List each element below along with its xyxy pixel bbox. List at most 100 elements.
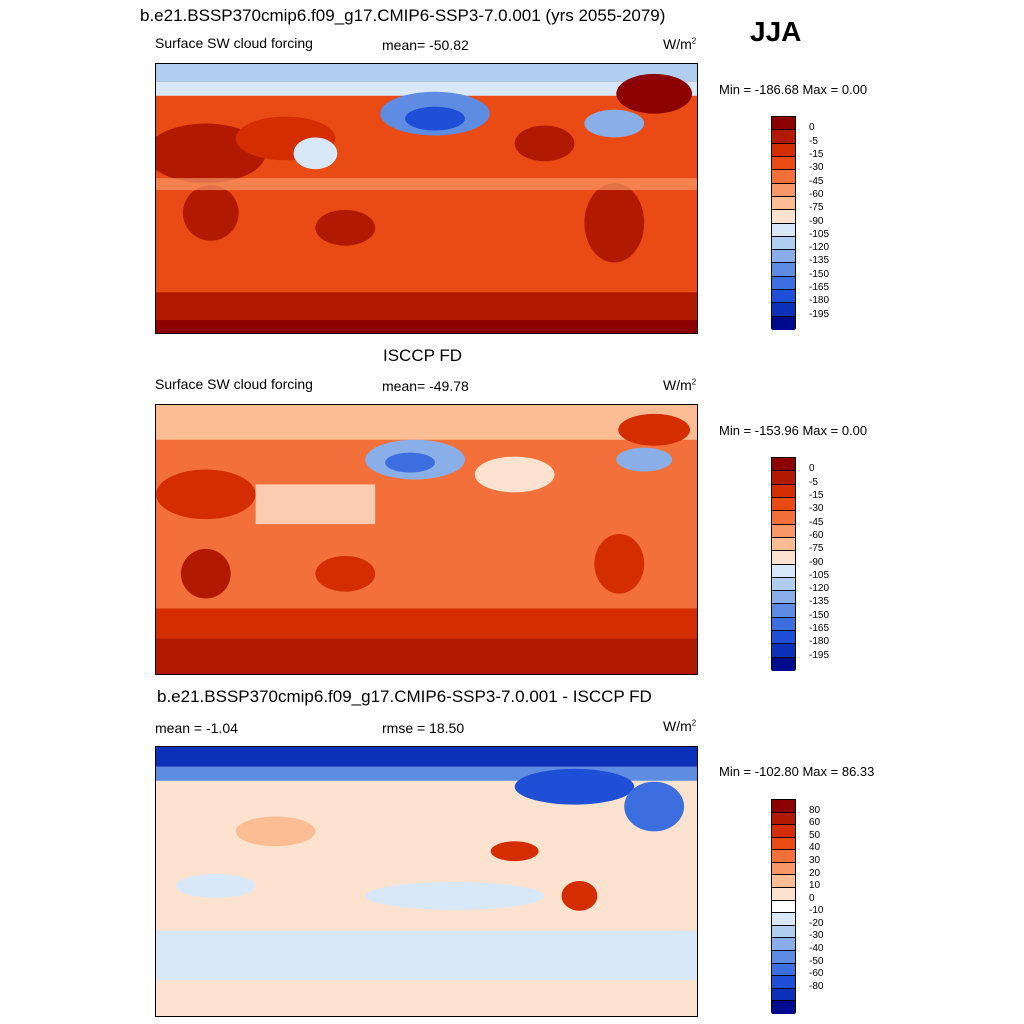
- colorbar-tick-label: -15: [809, 489, 824, 501]
- panel2-minmax: Min = -153.96 Max = 0.00: [719, 423, 868, 438]
- colorbar-tick-label: -45: [809, 516, 824, 528]
- colorbar-swatch: [772, 511, 795, 525]
- colorbar-swatch: [772, 316, 795, 330]
- panel2-mean: mean= -49.78: [382, 378, 469, 394]
- colorbar-swatch: [772, 471, 795, 485]
- colorbar-swatch: [772, 812, 795, 826]
- colorbar-tick-label: -60: [809, 968, 824, 980]
- colorbar-tick-label: -10: [809, 905, 824, 917]
- colorbar-tick-label: -45: [809, 175, 824, 187]
- panel1-mean: mean= -50.82: [382, 37, 469, 53]
- colorbar-swatch: [772, 862, 795, 876]
- colorbar-swatch: [772, 484, 795, 498]
- colorbar-tick-label: -80: [809, 980, 824, 992]
- colorbar-tick-label: -15: [809, 148, 824, 160]
- panel3-colorbar: [771, 799, 796, 1014]
- panel2-subtitle: ISCCP FD: [383, 346, 463, 365]
- colorbar-swatch: [772, 263, 795, 277]
- colorbar-tick-label: -50: [809, 955, 824, 967]
- colorbar-swatch: [772, 875, 795, 889]
- panel2-map: [155, 404, 698, 675]
- colorbar-tick-label: -150: [809, 609, 830, 621]
- colorbar-swatch: [772, 290, 795, 304]
- colorbar-tick-label: -90: [809, 556, 824, 568]
- colorbar-swatch: [772, 925, 795, 939]
- colorbar-swatch: [772, 210, 795, 224]
- colorbar-tick-label: 20: [809, 867, 821, 879]
- colorbar-swatch: [772, 850, 795, 863]
- colorbar-tick-label: 50: [809, 829, 821, 841]
- colorbar-tick-label: -105: [809, 569, 830, 581]
- panel1-units: W/m2: [663, 36, 697, 52]
- colorbar-swatch: [772, 156, 795, 171]
- colorbar-tick-label: -5: [809, 135, 818, 147]
- colorbar-tick-label: 60: [809, 817, 821, 829]
- colorbar-tick-label: -20: [809, 917, 824, 929]
- colorbar-swatch: [772, 196, 795, 211]
- colorbar-tick-label: -75: [809, 543, 824, 555]
- colorbar-swatch: [772, 276, 795, 291]
- colorbar-tick-label: -135: [809, 255, 830, 267]
- colorbar-swatch: [772, 223, 795, 237]
- colorbar-tick-label: 0: [809, 463, 815, 475]
- colorbar-tick-label: -75: [809, 202, 824, 214]
- colorbar-tick-label: 0: [809, 892, 815, 904]
- colorbar-swatch: [772, 837, 795, 851]
- colorbar-swatch: [772, 604, 795, 618]
- colorbar-swatch: [772, 236, 795, 251]
- colorbar-swatch: [772, 524, 795, 538]
- panel2-field-label: Surface SW cloud forcing: [155, 376, 313, 392]
- colorbar-swatch: [772, 963, 795, 977]
- colorbar-swatch: [772, 950, 795, 964]
- colorbar-tick-label: -5: [809, 476, 818, 488]
- colorbar-swatch: [772, 800, 795, 813]
- colorbar-tick-label: -40: [809, 943, 824, 955]
- panel1-minmax: Min = -186.68 Max = 0.00: [719, 82, 868, 97]
- panel1-field-label: Surface SW cloud forcing: [155, 35, 313, 51]
- colorbar-tick-label: 10: [809, 880, 821, 892]
- colorbar-swatch: [772, 631, 795, 645]
- colorbar-tick-label: -120: [809, 242, 830, 254]
- colorbar-tick-label: -180: [809, 295, 830, 307]
- colorbar-tick-label: -90: [809, 215, 824, 227]
- colorbar-swatch: [772, 644, 795, 658]
- colorbar-swatch: [772, 250, 795, 264]
- colorbar-swatch: [772, 913, 795, 926]
- colorbar-tick-label: -195: [809, 308, 830, 320]
- colorbar-tick-label: -30: [809, 162, 824, 174]
- panel3-rmse: rmse = 18.50: [382, 720, 465, 736]
- colorbar-swatch: [772, 591, 795, 605]
- colorbar-swatch: [772, 577, 795, 592]
- colorbar-swatch: [772, 183, 795, 197]
- panel1-colorbar: [771, 116, 796, 330]
- colorbar-swatch: [772, 1001, 795, 1014]
- colorbar-swatch: [772, 537, 795, 552]
- colorbar-tick-label: 40: [809, 842, 821, 854]
- panel2-colorbar: [771, 457, 796, 671]
- colorbar-swatch: [772, 825, 795, 838]
- colorbar-tick-label: -105: [809, 228, 830, 240]
- colorbar-swatch: [772, 938, 795, 951]
- figure-title: b.e21.BSSP370cmip6.f09_g17.CMIP6-SSP3-7.…: [140, 6, 666, 25]
- colorbar-swatch: [772, 988, 795, 1002]
- panel3-mean: mean = -1.04: [155, 720, 238, 736]
- colorbar-tick-label: -165: [809, 623, 830, 635]
- colorbar-swatch: [772, 458, 795, 472]
- colorbar-tick-label: -135: [809, 596, 830, 608]
- colorbar-swatch: [772, 497, 795, 512]
- colorbar-swatch: [772, 303, 795, 317]
- colorbar-swatch: [772, 170, 795, 184]
- panel1-map: [155, 63, 698, 334]
- colorbar-tick-label: -120: [809, 583, 830, 595]
- colorbar-tick-label: -30: [809, 930, 824, 942]
- panel3-minmax: Min = -102.80 Max = 86.33: [719, 764, 875, 779]
- colorbar-tick-label: -30: [809, 503, 824, 515]
- colorbar-tick-label: -150: [809, 268, 830, 280]
- colorbar-tick-label: -60: [809, 188, 824, 200]
- colorbar-tick-label: -180: [809, 636, 830, 648]
- colorbar-swatch: [772, 117, 795, 131]
- colorbar-tick-label: 80: [809, 804, 821, 816]
- colorbar-tick-label: -60: [809, 529, 824, 541]
- colorbar-swatch: [772, 976, 795, 989]
- colorbar-tick-label: -195: [809, 649, 830, 661]
